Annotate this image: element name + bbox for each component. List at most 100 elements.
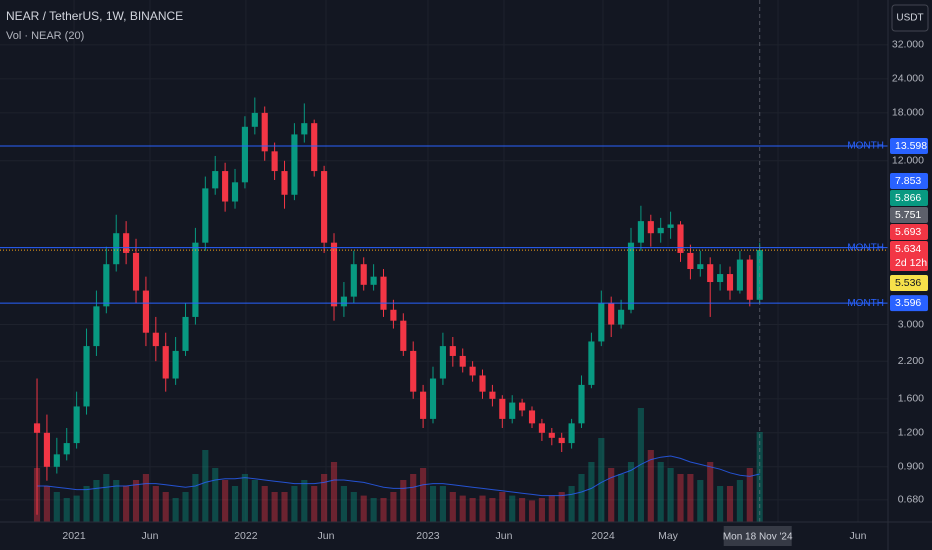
- volume-bar: [370, 498, 377, 522]
- volume-bar: [212, 468, 219, 522]
- candle-body: [321, 171, 328, 243]
- candle-body: [350, 264, 357, 297]
- volume-bar: [291, 486, 298, 522]
- volume-bar: [746, 468, 753, 522]
- price-tag: [890, 173, 928, 189]
- volume-bar: [103, 474, 110, 522]
- x-tick-label: Jun: [142, 530, 159, 542]
- candle-body: [380, 276, 387, 310]
- candle-body: [192, 242, 199, 317]
- volume-bar: [390, 492, 397, 522]
- volume-bar: [687, 474, 694, 522]
- candle-body: [746, 259, 753, 300]
- candle-body: [152, 332, 159, 347]
- volume-bar: [538, 498, 545, 522]
- price-tag: [890, 241, 928, 271]
- candle-body: [53, 454, 60, 467]
- y-tick-label: 0.900: [898, 461, 924, 473]
- candle-body: [469, 366, 476, 376]
- candle-body: [608, 303, 615, 325]
- volume-bar: [132, 480, 140, 522]
- volume-bar: [677, 474, 684, 522]
- candle-body: [717, 274, 724, 283]
- volume-bar: [707, 462, 714, 522]
- volume-bar: [726, 486, 734, 522]
- candle-body: [172, 350, 179, 379]
- symbol-title: NEAR / TetherUS, 1W, BINANCE: [6, 9, 183, 23]
- price-tag-label: 5.866: [895, 192, 921, 204]
- candle-body: [311, 123, 318, 172]
- level-label: MONTH: [847, 298, 884, 309]
- plot-area: MONTH MONTH MONTH: [0, 0, 888, 522]
- candle-body: [113, 233, 120, 265]
- price-tag: [890, 207, 928, 223]
- volume-bar: [93, 480, 100, 522]
- candle-body: [479, 375, 486, 392]
- candle-body: [301, 123, 308, 135]
- volume-bar: [479, 495, 486, 522]
- x-tick-label: 2024: [591, 530, 615, 542]
- volume-bar: [588, 462, 595, 522]
- candle-body: [677, 224, 684, 253]
- x-tick-label: 2023: [416, 530, 440, 542]
- candle-body: [400, 320, 407, 351]
- volume-bar: [449, 492, 456, 522]
- candle-body: [429, 378, 437, 419]
- volume-bar: [63, 498, 70, 522]
- y-tick-label: 1.200: [898, 427, 924, 439]
- candle-body: [449, 346, 456, 356]
- price-tag-label: 13.598: [895, 140, 927, 152]
- price-tag-label: 7.853: [895, 175, 921, 187]
- y-tick-label: 24.000: [892, 73, 924, 85]
- candle-body: [578, 384, 585, 424]
- volume-bar: [83, 486, 90, 522]
- volume-bar: [717, 486, 724, 522]
- volume-bar: [548, 495, 555, 522]
- candle-body: [420, 391, 427, 419]
- volume-bar: [182, 492, 189, 522]
- candle-body: [33, 423, 41, 433]
- currency-button[interactable]: [891, 4, 929, 32]
- candle-body: [459, 355, 466, 367]
- volume-bar: [657, 462, 664, 522]
- candle-body: [93, 306, 100, 347]
- candle-body: [222, 171, 229, 202]
- volume-bar: [618, 474, 625, 522]
- volume-bar: [241, 474, 248, 522]
- price-tag-label: 5.634: [895, 243, 921, 255]
- volume-bar: [667, 468, 674, 522]
- currency-label[interactable]: USDT: [896, 13, 923, 24]
- y-tick-label: 12.000: [892, 155, 924, 167]
- volume-bar: [222, 480, 229, 522]
- indicator-label: Vol · NEAR (20): [6, 30, 84, 42]
- candle-body: [598, 303, 605, 342]
- candle-body: [687, 252, 694, 270]
- price-tag-label: 5.693: [895, 226, 921, 238]
- candle-body: [123, 233, 130, 253]
- candle-body: [618, 309, 625, 325]
- volume-bar: [736, 480, 743, 522]
- volume-bar: [53, 492, 60, 522]
- candle-body: [707, 264, 714, 283]
- candle-body: [627, 242, 635, 310]
- candle-body: [509, 402, 516, 419]
- volume-bar: [519, 498, 526, 522]
- price-tag-label: 3.596: [895, 297, 921, 309]
- volume-bar: [558, 492, 565, 522]
- volume-bar: [311, 486, 318, 522]
- y-tick-label: 32.000: [892, 39, 924, 51]
- candle-body: [212, 171, 219, 189]
- candle-body: [103, 264, 110, 307]
- volume-bar: [271, 492, 278, 522]
- candle-body: [360, 264, 367, 285]
- volume-bar: [380, 498, 387, 522]
- crosshair-label: Mon 18 Nov '24: [723, 532, 793, 543]
- y-tick-label: 3.000: [898, 318, 924, 330]
- candle-body: [548, 432, 555, 438]
- volume-bar: [281, 492, 288, 522]
- price-tag: [890, 190, 928, 206]
- x-tick-label: 2022: [234, 530, 258, 542]
- volume-bar: [43, 486, 50, 522]
- candle-body: [726, 274, 734, 291]
